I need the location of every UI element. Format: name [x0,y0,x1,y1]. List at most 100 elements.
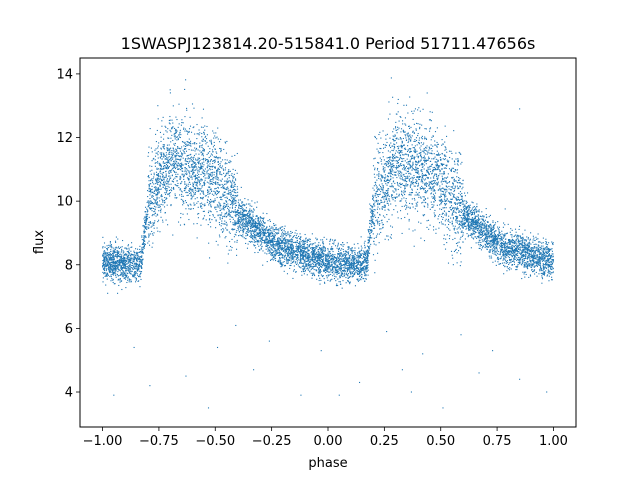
data-point [478,235,480,237]
data-point [506,243,508,245]
data-point [235,212,237,214]
data-point [177,152,179,154]
data-point [259,240,261,242]
data-point [439,169,441,171]
data-point [414,182,416,184]
data-point [369,220,371,222]
data-point [392,155,395,158]
data-point [189,189,191,191]
data-point [459,194,461,196]
data-point [278,259,280,261]
data-point [373,158,375,160]
data-point [403,154,405,156]
data-point [359,267,361,269]
data-point [206,162,208,164]
data-point [393,136,395,138]
data-point [501,239,503,241]
data-point [195,147,198,150]
data-point [307,246,309,248]
data-point [400,174,402,176]
data-point [195,184,197,186]
data-point [529,259,531,261]
data-point [475,223,477,226]
data-point [299,251,302,253]
data-point [164,201,166,203]
data-point [397,217,399,219]
data-point [460,222,462,224]
data-point [501,243,503,245]
data-point [518,263,520,265]
data-point [323,248,325,250]
data-point [298,241,301,243]
data-point [413,245,415,247]
data-point [150,226,152,228]
data-point [221,217,223,220]
data-point [533,265,535,267]
data-point [108,261,110,263]
data-point [195,164,197,166]
data-point [479,225,481,227]
data-point [462,201,464,203]
data-point [174,197,176,199]
data-point [213,141,215,144]
data-point [214,191,216,193]
data-point [244,225,246,227]
data-point [313,243,315,245]
data-point [184,128,187,130]
data-point [165,173,167,175]
data-point [125,260,127,262]
data-point [149,202,151,205]
data-point [456,217,458,219]
data-point [541,253,543,255]
data-point [455,197,457,199]
data-point [275,232,277,234]
data-point [141,236,143,238]
data-point [277,232,279,234]
data-point [215,157,217,159]
data-point [545,248,547,250]
data-point [396,160,398,162]
data-point [335,257,337,259]
data-point [443,172,445,174]
data-point [278,228,280,230]
data-point [390,186,392,188]
data-point [241,216,243,218]
data-point [467,234,470,236]
data-point [440,181,442,183]
data-point [273,253,275,255]
data-point [489,250,491,252]
data-point [435,232,437,234]
data-point [156,174,158,176]
data-point [216,170,218,172]
data-point [431,183,433,186]
data-point [130,257,132,259]
data-point [361,276,363,278]
data-point [469,221,471,223]
data-point [165,161,167,164]
data-point [539,270,541,272]
data-point [198,176,200,178]
data-point [530,260,532,262]
data-point [149,189,152,192]
data-point [514,241,516,243]
data-point [128,279,130,281]
data-point [104,252,106,254]
data-point [523,242,525,244]
data-point [407,132,409,134]
data-point [176,136,178,138]
data-point [148,186,150,188]
data-point [155,178,157,180]
data-point [346,254,348,256]
data-point [416,203,418,205]
data-point [262,239,264,241]
data-point [387,208,389,210]
data-point [252,224,254,226]
data-point [393,171,395,173]
data-point [437,175,439,177]
data-point [392,185,394,187]
data-point [543,271,545,273]
data-point [275,224,277,226]
data-point [459,210,461,213]
data-point [436,182,438,184]
data-point [259,244,262,246]
